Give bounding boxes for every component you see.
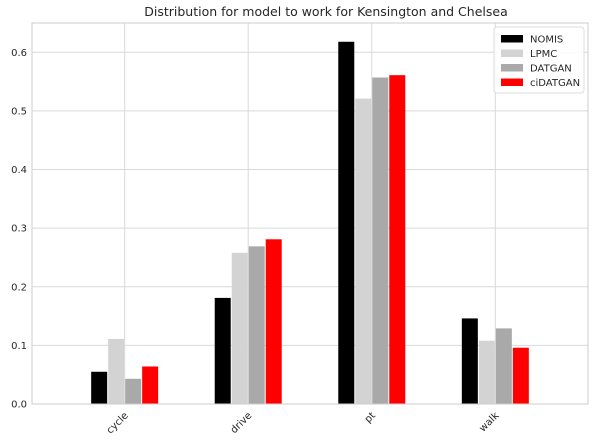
x-tick-label: drive bbox=[229, 410, 255, 436]
bar-nomis-pt bbox=[338, 42, 354, 404]
bar-lpmc-drive bbox=[232, 253, 248, 404]
y-tick-label: 0.5 bbox=[11, 106, 27, 117]
y-tick-label: 0.0 bbox=[11, 400, 27, 411]
legend: NOMIS LPMC DATGAN ciDATGAN bbox=[494, 27, 584, 93]
bar-cidatgan-cycle bbox=[142, 366, 158, 404]
x-tick-label: pt bbox=[363, 410, 378, 425]
bar-cidatgan-pt bbox=[389, 75, 405, 404]
bar-lpmc-pt bbox=[355, 99, 371, 404]
y-tick-label: 0.2 bbox=[11, 282, 27, 293]
legend-label-cidatgan: ciDATGAN bbox=[530, 78, 580, 89]
legend-label-nomis: NOMIS bbox=[530, 35, 563, 46]
x-tick-label: walk bbox=[477, 410, 501, 434]
legend-swatch-lpmc bbox=[501, 50, 523, 58]
bar-datgan-cycle bbox=[125, 379, 141, 404]
chart-title: Distribution for model to work for Kensi… bbox=[144, 4, 508, 19]
bar-lpmc-cycle bbox=[108, 339, 124, 404]
y-axis-ticks: 0.0 0.1 0.2 0.3 0.4 0.5 0.6 bbox=[11, 48, 27, 411]
legend-label-datgan: DATGAN bbox=[530, 64, 572, 75]
bar-nomis-cycle bbox=[91, 372, 107, 404]
bar-datgan-walk bbox=[496, 328, 512, 404]
y-tick-label: 0.3 bbox=[11, 224, 27, 235]
legend-label-lpmc: LPMC bbox=[530, 49, 557, 60]
legend-swatch-nomis bbox=[501, 35, 523, 43]
bar-cidatgan-walk bbox=[513, 348, 529, 404]
bars bbox=[91, 42, 529, 404]
bar-nomis-walk bbox=[462, 318, 478, 404]
bar-datgan-pt bbox=[372, 78, 388, 404]
y-tick-label: 0.6 bbox=[11, 48, 27, 59]
bar-cidatgan-drive bbox=[266, 239, 282, 404]
x-axis-ticks: cycle drive pt walk bbox=[105, 410, 502, 436]
x-tick-label: cycle bbox=[105, 410, 131, 436]
legend-swatch-cidatgan bbox=[501, 79, 523, 87]
bar-datgan-drive bbox=[249, 246, 265, 404]
y-tick-label: 0.1 bbox=[11, 341, 27, 352]
bar-lpmc-walk bbox=[479, 341, 495, 404]
y-tick-label: 0.4 bbox=[11, 165, 27, 176]
bar-nomis-drive bbox=[215, 298, 231, 404]
legend-swatch-datgan bbox=[501, 64, 523, 72]
